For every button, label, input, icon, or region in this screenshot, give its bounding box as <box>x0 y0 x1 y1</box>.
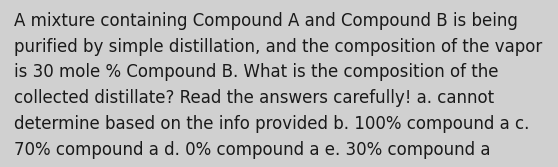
Text: A mixture containing Compound A and Compound B is being: A mixture containing Compound A and Comp… <box>14 12 518 30</box>
Text: purified by simple distillation, and the composition of the vapor: purified by simple distillation, and the… <box>14 38 542 56</box>
Text: collected distillate? Read the answers carefully! a. cannot: collected distillate? Read the answers c… <box>14 89 494 107</box>
Text: is 30 mole % Compound B. What is the composition of the: is 30 mole % Compound B. What is the com… <box>14 63 498 81</box>
Text: determine based on the info provided b. 100% compound a c.: determine based on the info provided b. … <box>14 115 530 133</box>
Text: 70% compound a d. 0% compound a e. 30% compound a: 70% compound a d. 0% compound a e. 30% c… <box>14 141 490 159</box>
